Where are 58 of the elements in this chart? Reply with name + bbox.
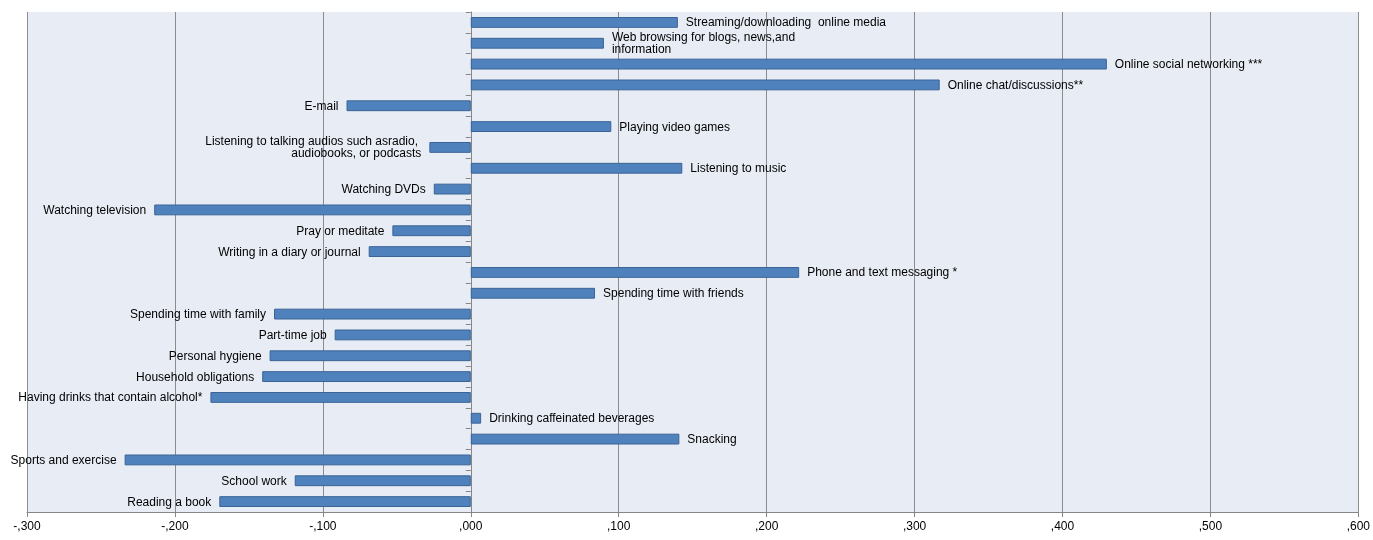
bar (470, 287, 596, 299)
bar (470, 58, 1107, 70)
bar (392, 225, 471, 237)
bar (470, 162, 683, 174)
bar (269, 350, 471, 362)
y-tick-label: Online social networking *** (1114, 57, 1263, 72)
x-tick-label: -,300 (13, 519, 41, 533)
y-tick-label: Personal hygiene (168, 348, 262, 363)
y-tick-label: School work (221, 473, 288, 488)
x-tick-label: ,100 (607, 519, 631, 533)
bar (470, 433, 680, 445)
bar (210, 392, 471, 403)
y-tick-label: Watching DVDs (341, 182, 426, 197)
x-tick-label: ,300 (902, 519, 927, 533)
bar (274, 308, 471, 320)
x-tick-label: ,000 (459, 519, 483, 533)
y-tick-label: Pray or meditate (296, 223, 385, 238)
bar (433, 183, 471, 195)
y-tick-label: Listening to music (690, 161, 787, 176)
bar (429, 142, 471, 153)
y-tick-label: Writing in a diary or journal (218, 244, 361, 259)
y-tick-label: Sports and exercise (10, 452, 117, 467)
x-tick-label: ,400 (1050, 519, 1075, 533)
bar (294, 475, 471, 487)
y-tick-label: Phone and text messaging * (807, 265, 958, 280)
bar (470, 412, 482, 424)
x-tick-label: ,500 (1198, 519, 1223, 533)
y-tick-label: Streaming/downloading online media (685, 15, 887, 30)
y-tick-label: Snacking (687, 432, 737, 447)
y-tick-label: Playing video games (619, 119, 731, 134)
y-tick-label: Reading a book (127, 494, 213, 509)
y-tick-label: Household obligations (136, 369, 255, 384)
bar (334, 329, 471, 341)
y-tick-label: Spending time with friends (603, 286, 744, 301)
x-tick-label: -,200 (161, 519, 189, 533)
bar (470, 267, 800, 278)
bar (219, 496, 471, 507)
bar (124, 454, 471, 466)
y-tick-label: Having drinks that contain alcohol* (18, 390, 203, 405)
x-tick-label: -,100 (309, 519, 337, 533)
bar (262, 371, 471, 382)
bar (470, 79, 940, 91)
y-tick-label: Drinking caffeinated beverages (489, 411, 655, 426)
y-tick-label: E-mail (304, 98, 339, 113)
y-tick-label: Watching television (43, 202, 147, 217)
y-tick-label: Web browsing for blogs, news,and information (611, 30, 799, 57)
y-tick-label: Spending time with family (129, 307, 267, 322)
x-tick-label: ,600 (1346, 519, 1371, 533)
bar (346, 100, 471, 112)
bar (368, 246, 471, 257)
bar (470, 17, 678, 28)
x-tick-label: ,200 (754, 519, 779, 533)
bar (470, 121, 612, 132)
bar (470, 37, 604, 49)
bar (154, 204, 471, 216)
y-tick-label: Part-time job (258, 327, 327, 342)
y-tick-label: Listening to talking audios such asradio, audiobooks, or podcasts (205, 134, 422, 161)
y-tick-label: Online chat/discussions** (947, 77, 1084, 92)
